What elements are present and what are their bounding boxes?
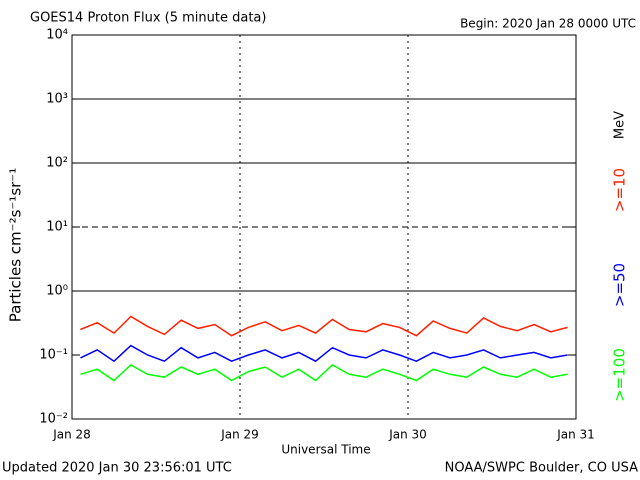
y-tick-label: 10⁴ [46,28,68,43]
units-label: MeV [613,111,628,139]
y-tick-label: 10⁻¹ [39,348,68,363]
legend-entry: >=50 [611,263,629,307]
footer-right: NOAA/SWPC Boulder, CO USA [445,461,638,476]
legend-entry: >=100 [611,348,629,402]
x-tick-label: Jan 31 [556,428,595,442]
x-tick-label: Jan 30 [388,428,427,442]
y-tick-label: 10³ [46,92,68,107]
x-tick-label: Jan 29 [220,428,259,442]
chart-subtitle: Begin: 2020 Jan 28 0000 UTC [460,17,636,31]
series-line [80,363,568,382]
y-tick-label: 10⁻² [39,412,68,427]
y-axis-label: Particles cm⁻²s⁻¹sr⁻¹ [7,168,25,322]
chart-title: GOES14 Proton Flux (5 minute data) [30,11,266,26]
y-tick-label: 10¹ [46,220,68,235]
series-line [80,315,568,337]
series-line [80,344,568,363]
x-tick-label: Jan 28 [52,428,91,442]
y-tick-label: 10² [46,156,68,171]
x-axis-label: Universal Time [281,443,370,457]
y-tick-label: 10⁰ [46,284,68,299]
legend-entry: >=10 [611,168,629,212]
footer-left: Updated 2020 Jan 30 23:56:01 UTC [2,461,232,476]
